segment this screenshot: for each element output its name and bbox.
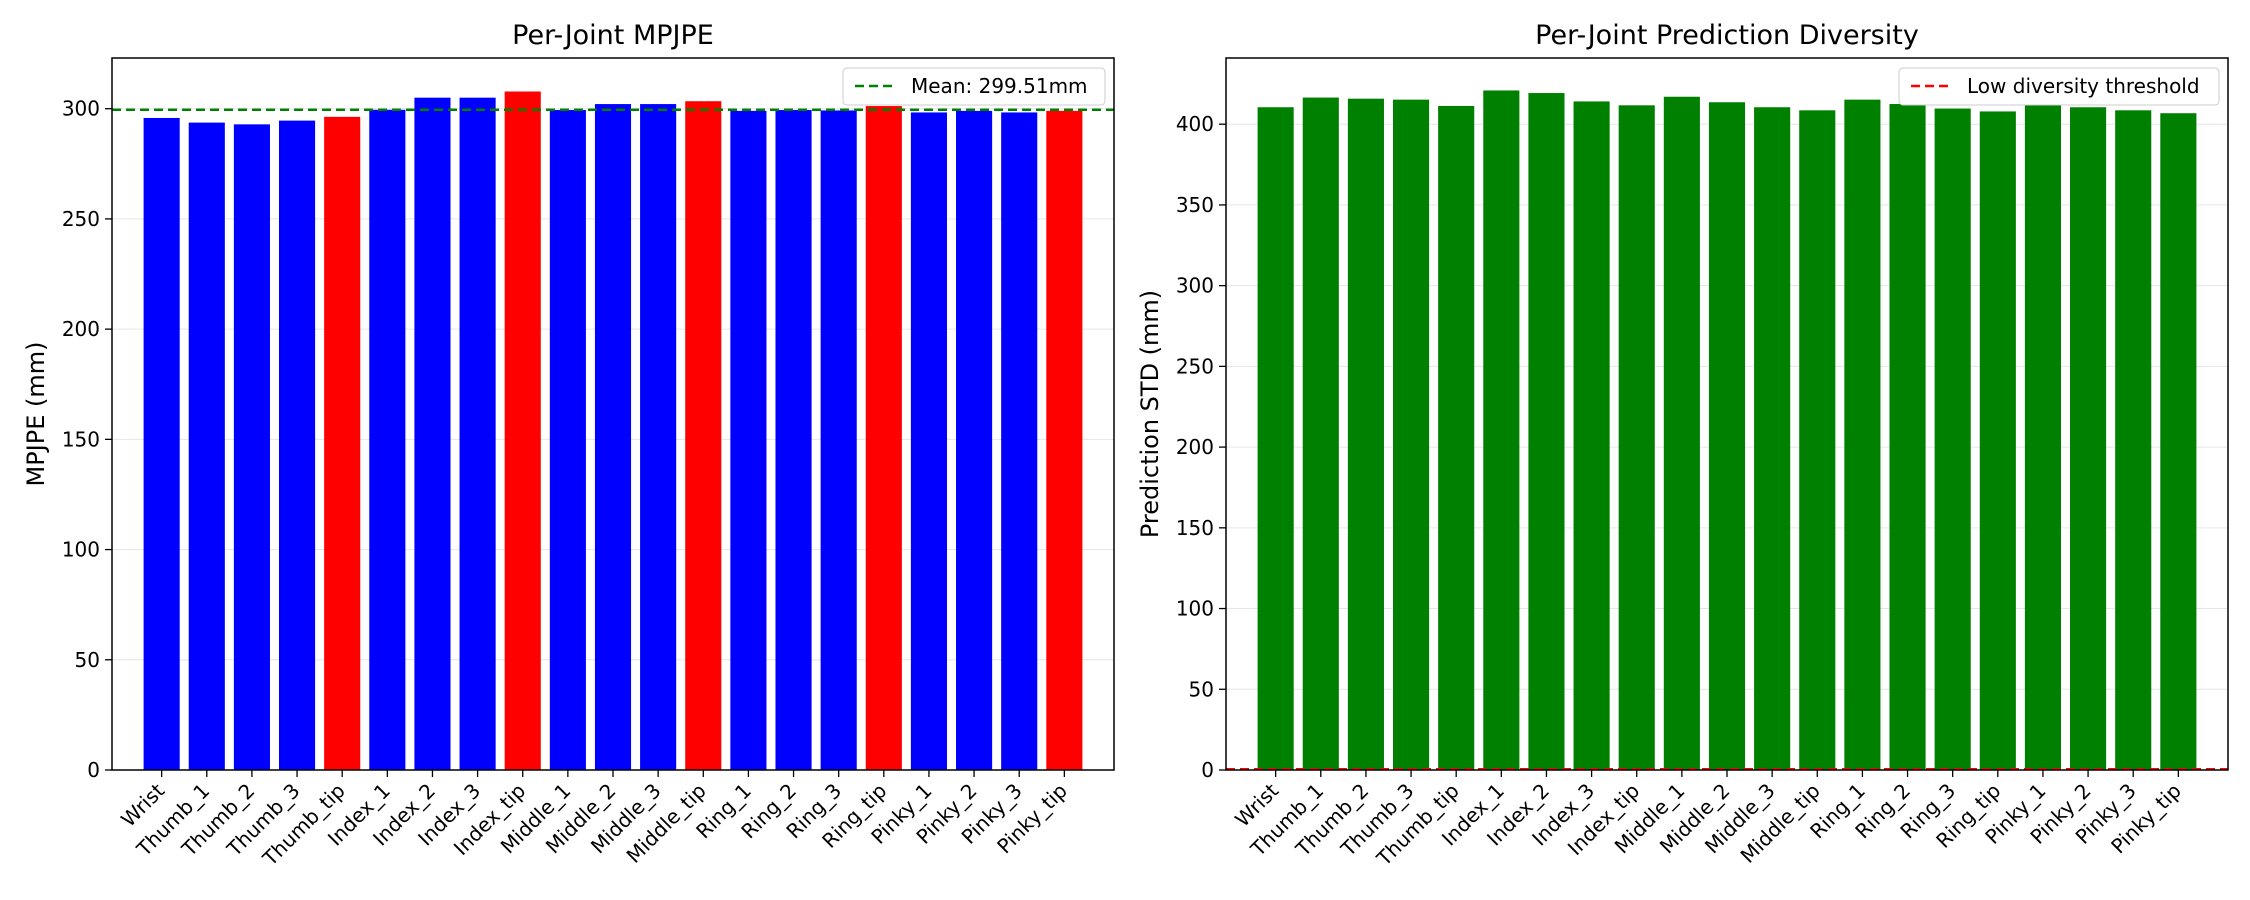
y-tick-label: 250: [62, 207, 100, 231]
bar-index-1: [369, 109, 406, 770]
chart-title: Per-Joint MPJPE: [512, 20, 714, 51]
legend: Mean: 299.51mm: [842, 67, 1106, 106]
bar-pinky-3: [2115, 110, 2152, 771]
y-tick-label: 100: [1176, 597, 1214, 621]
y-tick-label: 50: [1189, 677, 1214, 701]
y-axis-label: MPJPE (mm): [22, 341, 50, 486]
y-tick-label: 200: [62, 317, 100, 341]
bar-thumb-tip: [324, 116, 361, 771]
bar-pinky-3: [1001, 112, 1038, 770]
bar-thumb-1: [188, 122, 225, 771]
bar-middle-3: [640, 104, 677, 771]
chart-diversity: Per-Joint Prediction Diversity 0 50 100 150…: [1136, 20, 2229, 871]
legend-entry: Mean: 299.51mm: [911, 74, 1088, 98]
y-tick-label: 150: [1176, 516, 1214, 540]
y-axis-label: Prediction STD (mm): [1136, 290, 1164, 538]
bar-thumb-2: [233, 124, 270, 770]
bar-pinky-1: [2024, 104, 2061, 770]
bar-middle-1: [1663, 96, 1700, 771]
bar-index-1: [1483, 90, 1520, 770]
bar-thumb-3: [1393, 99, 1430, 770]
bar-ring-3: [1934, 108, 1971, 770]
bar-thumb-1: [1302, 97, 1339, 771]
legend-box: [842, 67, 1106, 106]
legend-box: [1898, 67, 2220, 106]
bar-ring-3: [820, 110, 857, 771]
y-tick-label: 350: [1176, 193, 1214, 217]
bar-wrist: [1257, 107, 1294, 771]
bar-middle-1: [549, 110, 586, 771]
bar-ring-1: [1844, 99, 1881, 770]
bar-index-2: [414, 97, 451, 770]
bar-thumb-2: [1347, 98, 1384, 770]
bar-index-2: [1528, 93, 1565, 771]
bar-index-tip: [1618, 105, 1655, 770]
y-tick-label: 0: [1201, 758, 1214, 782]
bar-wrist: [143, 117, 180, 771]
y-tick-label: 100: [62, 538, 100, 562]
y-tick-label: 250: [1176, 354, 1214, 378]
bar-thumb-tip: [1438, 105, 1475, 770]
bar-ring-2: [1889, 104, 1926, 770]
bar-middle-2: [594, 104, 632, 771]
bar-ring-1: [730, 110, 767, 770]
bar-middle-3: [1754, 107, 1791, 771]
bar-ring-tip: [1979, 111, 2016, 770]
y-tick-label: 200: [1176, 435, 1214, 459]
bar-middle-2: [1708, 102, 1746, 770]
bar-middle-tip: [685, 101, 722, 770]
bar-pinky-2: [956, 110, 993, 770]
bar-pinky-tip: [2160, 113, 2197, 771]
y-tick-label: 400: [1176, 112, 1214, 136]
y-tick-label: 300: [62, 97, 100, 121]
legend: Low diversity threshold: [1898, 67, 2220, 106]
bar-index-tip: [504, 91, 541, 771]
legend-entry: Low diversity threshold: [1967, 74, 2200, 98]
bar-ring-2: [775, 110, 812, 771]
bar-pinky-1: [910, 112, 947, 770]
y-tick-label: 300: [1176, 274, 1214, 298]
bar-ring-tip: [865, 106, 902, 770]
bar-pinky-2: [2070, 107, 2107, 771]
y-tick-label: 150: [62, 427, 100, 451]
y-tick-label: 0: [87, 758, 100, 782]
y-tick-label: 50: [75, 648, 100, 672]
bar-pinky-tip: [1046, 110, 1083, 770]
bar-middle-tip: [1799, 110, 1836, 771]
bar-thumb-3: [279, 120, 316, 771]
bar-index-3: [459, 97, 496, 770]
bar-index-3: [1573, 101, 1610, 771]
chart-title: Per-Joint Prediction Diversity: [1535, 20, 1919, 51]
